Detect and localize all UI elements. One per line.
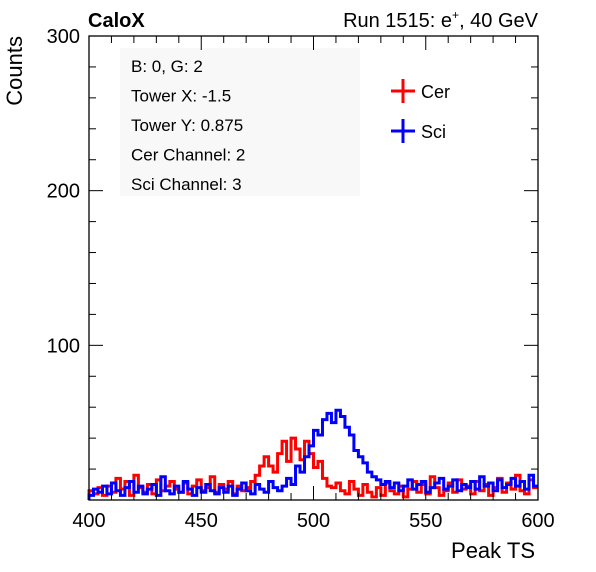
x-tick-label: 500 bbox=[297, 510, 330, 532]
x-tick-label: 400 bbox=[72, 510, 105, 532]
series-layer bbox=[87, 408, 538, 500]
legend-label-sci: Sci bbox=[421, 122, 446, 142]
info-box-background bbox=[120, 48, 360, 196]
legend-label-cer: Cer bbox=[421, 82, 450, 102]
series-line-sci bbox=[87, 408, 538, 500]
info-box: B: 0, G: 2 Tower X: -1.5 Tower Y: 0.875 Cer… bbox=[131, 57, 245, 194]
header-run-prefix: Run 1515: e bbox=[343, 10, 452, 32]
info-line-1: Tower X: -1.5 bbox=[131, 87, 231, 106]
info-line-4: Sci Channel: 3 bbox=[131, 175, 242, 194]
x-tick-label: 450 bbox=[185, 510, 218, 532]
header-experiment-label: CaloX bbox=[88, 10, 145, 32]
axes-layer: 400 450 500 550 600 100 200 300 bbox=[47, 26, 555, 532]
header-run-superscript: + bbox=[452, 8, 459, 22]
info-line-3: Cer Channel: 2 bbox=[131, 146, 245, 165]
x-tick-label: 600 bbox=[521, 510, 554, 532]
header-run-suffix: , 40 GeV bbox=[459, 10, 539, 32]
x-tick-label: 550 bbox=[409, 510, 442, 532]
legend: Cer Sci bbox=[391, 79, 450, 143]
header-run-info: Run 1515: e+, 40 GeV bbox=[343, 8, 539, 32]
x-axis-title: Peak TS bbox=[451, 538, 535, 563]
info-line-0: B: 0, G: 2 bbox=[131, 57, 203, 76]
y-tick-label: 200 bbox=[47, 181, 80, 203]
y-tick-label: 100 bbox=[47, 335, 80, 357]
y-axis-title: Counts bbox=[2, 36, 27, 106]
y-tick-label: 300 bbox=[47, 26, 80, 48]
info-line-2: Tower Y: 0.875 bbox=[131, 116, 243, 135]
